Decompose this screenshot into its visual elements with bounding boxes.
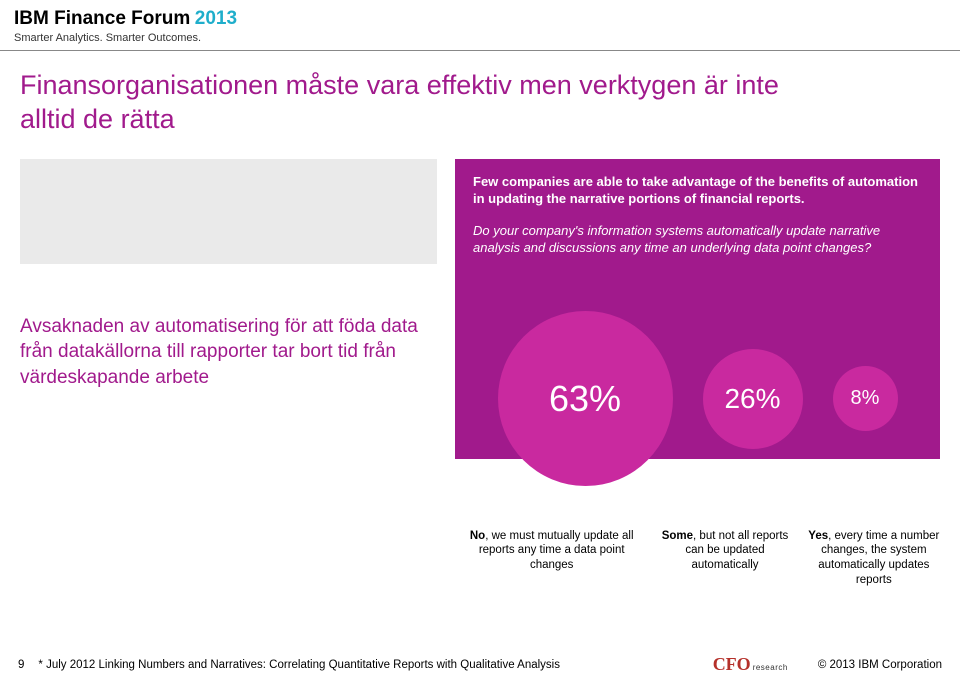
cfo-logo-sub: research bbox=[753, 663, 788, 672]
slide-header: IBM Finance Forum 2013 Smarter Analytics… bbox=[0, 0, 960, 51]
answer-some-rest: , but not all reports can be updated aut… bbox=[685, 530, 788, 572]
answer-no-rest: , we must mutually update all reports an… bbox=[479, 530, 634, 572]
forum-year: 2013 bbox=[195, 8, 237, 29]
bubble-26: 26% bbox=[703, 349, 803, 449]
answer-yes: Yes, every time a number changes, the sy… bbox=[808, 529, 940, 589]
forum-title: IBM Finance Forum bbox=[14, 8, 190, 29]
ibm-logo-icon: IBM bbox=[891, 15, 946, 37]
page-number: 9 bbox=[18, 659, 24, 671]
purple-intro: Few companies are able to take advantage… bbox=[473, 173, 922, 208]
answer-some-lead: Some bbox=[662, 530, 693, 542]
footnote-text: * July 2012 Linking Numbers and Narrativ… bbox=[38, 659, 712, 671]
answer-no-lead: No bbox=[470, 530, 485, 542]
bubble-63: 63% bbox=[498, 311, 673, 486]
cfo-logo-icon: CFO research bbox=[713, 654, 788, 675]
cfo-logo-main: CFO bbox=[713, 654, 751, 675]
answer-yes-rest: , every time a number changes, the syste… bbox=[818, 530, 939, 587]
right-column: Few companies are able to take advantage… bbox=[455, 159, 940, 589]
slide-title: Finansorganisationen måste vara effektiv… bbox=[0, 51, 820, 137]
bubble-8: 8% bbox=[833, 366, 898, 431]
bubble-chart: 63% 26% 8% bbox=[455, 299, 940, 499]
forum-tagline: Smarter Analytics. Smarter Outcomes. bbox=[14, 32, 237, 44]
left-column: Avsaknaden av automatisering för att föd… bbox=[0, 159, 455, 589]
content-row: Avsaknaden av automatisering för att föd… bbox=[0, 159, 960, 589]
ibm-logo-text: IBM bbox=[891, 15, 946, 37]
purple-panel: Few companies are able to take advantage… bbox=[455, 159, 940, 459]
copyright-text: © 2013 IBM Corporation bbox=[818, 659, 942, 671]
gray-band bbox=[20, 159, 437, 264]
answer-some: Some, but not all reports can be updated… bbox=[656, 529, 793, 589]
answer-no: No, we must mutually update all reports … bbox=[461, 529, 642, 589]
swedish-paragraph: Avsaknaden av automatisering för att föd… bbox=[20, 314, 437, 391]
header-left-block: IBM Finance Forum 2013 Smarter Analytics… bbox=[14, 8, 237, 44]
forum-title-line: IBM Finance Forum 2013 bbox=[14, 8, 237, 30]
slide-footer: 9 * July 2012 Linking Numbers and Narrat… bbox=[0, 654, 960, 675]
answer-captions: No, we must mutually update all reports … bbox=[455, 529, 940, 589]
answer-yes-lead: Yes bbox=[808, 530, 828, 542]
purple-question: Do your company's information systems au… bbox=[473, 222, 922, 257]
